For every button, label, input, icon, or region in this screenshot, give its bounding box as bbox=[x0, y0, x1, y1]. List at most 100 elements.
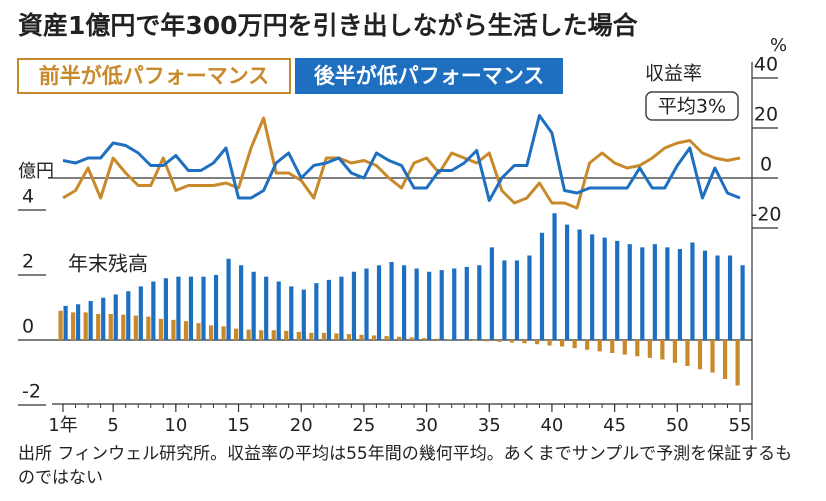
bar bbox=[597, 340, 602, 352]
bar bbox=[665, 247, 670, 340]
bar bbox=[702, 250, 708, 340]
bar bbox=[264, 276, 269, 340]
bar bbox=[427, 271, 432, 340]
bar bbox=[697, 340, 703, 370]
bar bbox=[715, 255, 720, 340]
annotation: 年末残高 bbox=[68, 252, 148, 276]
y2-tick-label: 0 bbox=[760, 154, 772, 176]
bar bbox=[722, 340, 728, 379]
bar bbox=[96, 314, 101, 340]
bar bbox=[171, 319, 176, 340]
bar bbox=[201, 276, 206, 340]
bar bbox=[239, 265, 244, 340]
bar bbox=[509, 340, 515, 343]
x-tick-label: 45 bbox=[603, 415, 626, 436]
chart-title: 資産1億円で年300万円を引き出しながら生活した場合 bbox=[18, 11, 639, 40]
bar bbox=[176, 276, 181, 340]
y-tick-label: 4 bbox=[22, 186, 34, 208]
bar bbox=[422, 338, 427, 340]
y2-tick-label: -20 bbox=[750, 204, 781, 226]
bar bbox=[727, 255, 733, 340]
bar bbox=[647, 340, 652, 358]
bar bbox=[121, 314, 126, 340]
bar bbox=[547, 340, 552, 346]
bar bbox=[289, 286, 294, 340]
bar bbox=[414, 268, 419, 340]
bar bbox=[622, 340, 627, 355]
chart: 資産1億円で年300万円を引き出しながら生活した場合 億円 % 収益率 平均3%… bbox=[17, 11, 787, 440]
bar bbox=[534, 340, 540, 345]
annotation-box bbox=[645, 91, 739, 121]
bar bbox=[677, 249, 683, 340]
bar bbox=[133, 315, 138, 340]
x-tick-label: 50 bbox=[666, 415, 689, 436]
bar bbox=[585, 340, 590, 350]
bar bbox=[434, 338, 439, 340]
bar bbox=[635, 340, 640, 357]
bar bbox=[552, 213, 557, 340]
bar bbox=[246, 329, 251, 340]
x-tick-label: 5 bbox=[107, 415, 118, 436]
y2-axis-label: % bbox=[770, 35, 787, 56]
bar bbox=[309, 332, 314, 340]
x-tick-label: 1年 bbox=[48, 415, 77, 436]
bar bbox=[196, 323, 201, 340]
y-axis-label: 億円 bbox=[18, 161, 54, 182]
bar bbox=[502, 260, 507, 340]
bar bbox=[83, 312, 88, 340]
bar bbox=[577, 229, 582, 340]
bar bbox=[101, 297, 106, 340]
bar bbox=[610, 340, 615, 353]
bar bbox=[108, 314, 113, 340]
x-tick-label: 30 bbox=[415, 415, 438, 436]
bar bbox=[284, 330, 289, 340]
bar bbox=[296, 331, 301, 340]
bar bbox=[615, 240, 620, 340]
bar bbox=[402, 265, 407, 340]
annotation: 平均3% bbox=[658, 96, 726, 118]
bar bbox=[251, 271, 256, 340]
bar bbox=[63, 305, 68, 340]
bar bbox=[188, 276, 194, 340]
source-note: 出所 フィンウェル研究所。収益率の平均は55年間の幾何平均。あくまでサンプルで予… bbox=[18, 444, 793, 488]
return-line bbox=[62, 116, 741, 210]
bar bbox=[590, 234, 595, 340]
bar bbox=[376, 265, 382, 340]
bar bbox=[334, 333, 339, 340]
bar bbox=[151, 281, 156, 340]
bar bbox=[685, 340, 690, 366]
bar bbox=[397, 336, 402, 340]
bar bbox=[158, 318, 163, 340]
bar bbox=[527, 255, 532, 340]
bar bbox=[271, 330, 276, 340]
x-tick-label: 20 bbox=[290, 415, 313, 436]
x-tick-label: 40 bbox=[540, 415, 563, 436]
bar bbox=[276, 281, 281, 340]
bar bbox=[539, 232, 545, 340]
bar bbox=[326, 279, 331, 340]
bar bbox=[627, 244, 632, 340]
bar bbox=[672, 340, 678, 363]
y-tick-label: -2 bbox=[22, 381, 41, 403]
bar bbox=[735, 340, 740, 386]
bar bbox=[163, 278, 168, 340]
bar bbox=[259, 330, 264, 340]
bar bbox=[346, 334, 352, 340]
bar bbox=[572, 340, 577, 349]
bar bbox=[113, 294, 118, 340]
bar bbox=[472, 340, 477, 341]
legend-label: 前半が低パフォーマンス bbox=[39, 64, 270, 88]
bar bbox=[640, 247, 645, 340]
bar bbox=[484, 340, 489, 342]
bar bbox=[301, 289, 306, 340]
bar bbox=[339, 276, 344, 340]
legend-box bbox=[17, 58, 291, 94]
bar bbox=[88, 301, 93, 340]
bar bbox=[602, 237, 607, 340]
bar bbox=[58, 310, 63, 340]
x-tick-label: 15 bbox=[227, 415, 250, 436]
bar bbox=[710, 340, 715, 373]
bar bbox=[559, 340, 565, 347]
bar bbox=[389, 262, 394, 340]
